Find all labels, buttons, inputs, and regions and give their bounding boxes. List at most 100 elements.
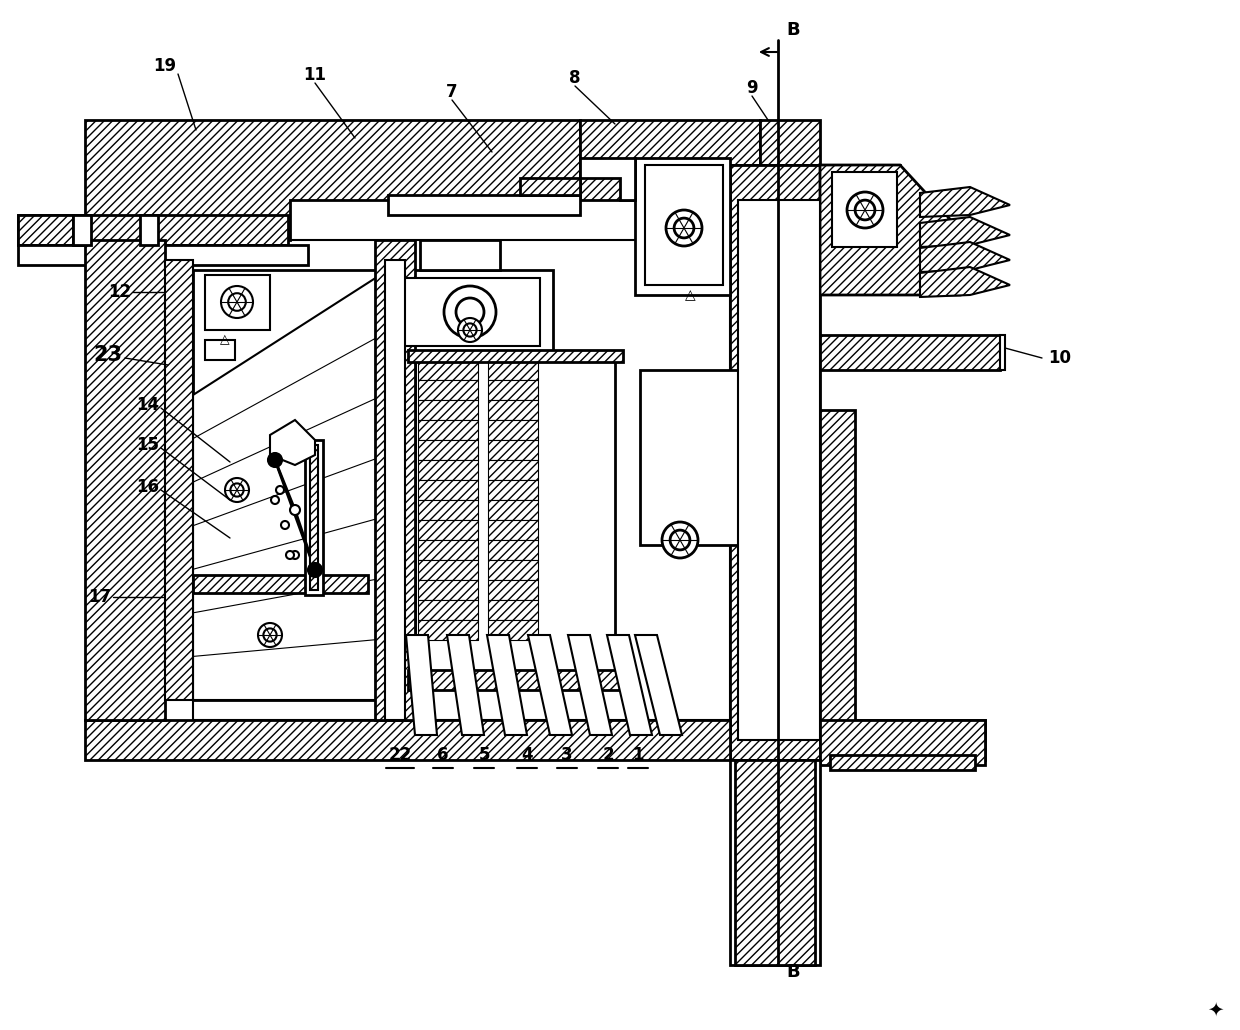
Bar	[418, 360, 477, 380]
Bar	[19, 245, 308, 265]
Bar	[489, 540, 538, 560]
Polygon shape	[270, 420, 315, 465]
Bar	[418, 380, 477, 400]
Circle shape	[662, 522, 698, 558]
Bar	[999, 335, 1004, 370]
Polygon shape	[730, 165, 820, 760]
Text: B: B	[786, 21, 800, 39]
Text: 12: 12	[108, 283, 131, 301]
Polygon shape	[86, 121, 580, 240]
Bar	[418, 480, 477, 500]
Text: 1: 1	[632, 746, 644, 764]
Bar	[205, 340, 236, 360]
Bar	[489, 420, 538, 440]
Bar	[408, 350, 622, 362]
Polygon shape	[528, 636, 572, 735]
Text: 9: 9	[746, 79, 758, 97]
Bar	[489, 460, 538, 480]
Text: 3: 3	[562, 746, 573, 764]
Bar	[408, 670, 622, 690]
Bar	[418, 600, 477, 620]
Text: 2: 2	[603, 746, 614, 764]
Bar	[165, 260, 193, 700]
Text: 6: 6	[438, 746, 449, 764]
Circle shape	[675, 218, 694, 238]
Text: 22: 22	[388, 746, 412, 764]
Bar	[489, 620, 538, 640]
Bar	[832, 172, 897, 247]
Bar	[140, 215, 157, 245]
Bar	[489, 400, 538, 420]
Bar	[830, 755, 975, 770]
Bar	[489, 580, 538, 600]
Bar	[420, 240, 500, 270]
Bar	[418, 600, 477, 620]
Polygon shape	[388, 158, 635, 215]
Bar	[489, 620, 538, 640]
Bar	[205, 275, 270, 330]
Polygon shape	[487, 636, 527, 735]
Text: △: △	[684, 288, 696, 302]
Polygon shape	[193, 270, 388, 700]
Bar	[310, 445, 317, 590]
Bar	[418, 400, 477, 420]
Circle shape	[281, 521, 289, 529]
Bar	[489, 580, 538, 600]
Circle shape	[456, 298, 484, 327]
Polygon shape	[920, 267, 1011, 297]
Circle shape	[464, 323, 476, 337]
Bar	[401, 278, 539, 346]
Bar	[418, 540, 477, 560]
Bar	[489, 600, 538, 620]
Bar	[418, 380, 477, 400]
Bar	[418, 460, 477, 480]
Bar	[19, 215, 73, 245]
Circle shape	[670, 530, 689, 550]
Bar	[489, 460, 538, 480]
Polygon shape	[520, 178, 580, 195]
Polygon shape	[820, 165, 900, 255]
Bar	[418, 420, 477, 440]
Text: 4: 4	[521, 746, 533, 764]
Bar	[19, 215, 288, 245]
Text: 23: 23	[93, 345, 123, 365]
Bar	[489, 520, 538, 540]
Polygon shape	[635, 636, 682, 735]
Circle shape	[458, 318, 482, 342]
Bar	[418, 560, 477, 580]
Bar	[418, 460, 477, 480]
Bar	[193, 575, 368, 593]
Circle shape	[272, 496, 279, 504]
Text: B: B	[786, 963, 800, 981]
Circle shape	[847, 192, 883, 228]
Bar	[418, 440, 477, 460]
Bar	[418, 560, 477, 580]
Bar	[489, 560, 538, 580]
Bar	[489, 560, 538, 580]
Polygon shape	[86, 720, 730, 760]
Polygon shape	[568, 636, 613, 735]
Bar	[489, 440, 538, 460]
Bar	[645, 165, 723, 285]
Bar	[418, 420, 477, 440]
Bar	[418, 500, 477, 520]
Text: 19: 19	[154, 57, 176, 75]
Bar	[418, 400, 477, 420]
Text: 5: 5	[479, 746, 490, 764]
Bar	[489, 480, 538, 500]
Circle shape	[290, 505, 300, 515]
Bar	[388, 270, 553, 355]
Circle shape	[258, 623, 281, 647]
Text: △: △	[221, 334, 229, 346]
Bar	[384, 260, 405, 720]
Bar	[305, 440, 322, 595]
Bar	[489, 500, 538, 520]
Polygon shape	[820, 410, 985, 760]
Bar	[415, 355, 615, 675]
Bar	[489, 520, 538, 540]
Bar	[489, 380, 538, 400]
Polygon shape	[86, 240, 165, 720]
Bar	[820, 720, 985, 765]
Bar	[489, 540, 538, 560]
Bar	[489, 480, 538, 500]
